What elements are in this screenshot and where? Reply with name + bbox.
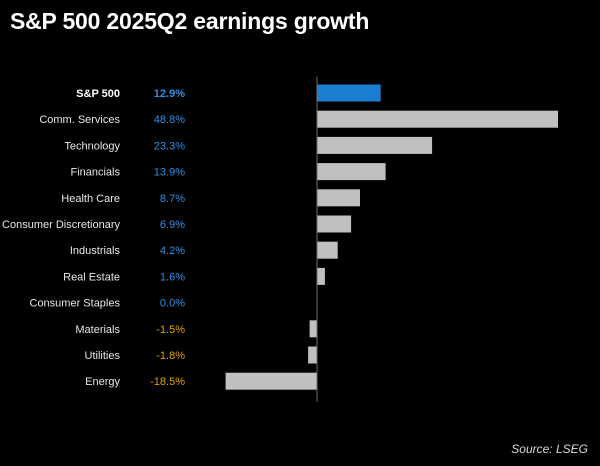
value-label-comm-services: 48.8%: [154, 114, 185, 126]
category-label-comm-services: Comm. Services: [39, 114, 120, 126]
category-labels-group: S&P 500 Comm. Services Technology Financial…: [2, 88, 120, 388]
category-label-energy: Energy: [85, 376, 120, 388]
value-label-financials: 13.9%: [154, 167, 185, 179]
chart-title: S&P 500 2025Q2 earnings growth: [10, 8, 370, 34]
value-labels-group: 12.9% 48.8% 23.3% 13.9% 8.7% 6.9% 4.2% 1.6% 0.0%…: [150, 88, 185, 388]
bar-real-estate: [317, 267, 325, 285]
category-label-technology: Technology: [64, 140, 120, 152]
bar-health-care: [317, 189, 360, 207]
bars-group: [225, 84, 558, 390]
value-label-energy: -18.5%: [150, 376, 185, 388]
category-label-utilities: Utilities: [85, 350, 121, 362]
value-label-real-estate: 1.6%: [160, 271, 185, 283]
value-label-health-care: 8.7%: [160, 193, 185, 205]
source-note: Source: LSEG: [511, 442, 588, 456]
category-label-health-care: Health Care: [61, 193, 120, 205]
bar-technology: [317, 136, 433, 154]
value-label-materials: -1.5%: [156, 324, 185, 336]
bar-comm-services: [317, 110, 558, 128]
bar-industrials: [317, 241, 338, 259]
category-label-real-estate: Real Estate: [63, 271, 120, 283]
value-label-technology: 23.3%: [154, 140, 185, 152]
category-label-industrials: Industrials: [70, 245, 121, 257]
bar-utilities: [308, 346, 317, 364]
value-label-consumer-discretionary: 6.9%: [160, 219, 185, 231]
category-label-consumer-staples: Consumer Staples: [30, 298, 121, 310]
value-label-s-p-500: 12.9%: [154, 88, 185, 100]
bar-consumer-discretionary: [317, 215, 352, 233]
bar-energy: [225, 372, 317, 390]
bar-financials: [317, 163, 386, 181]
value-label-utilities: -1.8%: [156, 350, 185, 362]
category-label-s-p-500: S&P 500: [76, 88, 120, 100]
value-label-industrials: 4.2%: [160, 245, 185, 257]
category-label-financials: Financials: [70, 167, 120, 179]
category-label-materials: Materials: [75, 324, 120, 336]
bar-materials: [309, 320, 317, 338]
value-label-consumer-staples: 0.0%: [160, 298, 185, 310]
bar-s-p-500: [317, 84, 381, 102]
category-label-consumer-discretionary: Consumer Discretionary: [2, 219, 120, 231]
